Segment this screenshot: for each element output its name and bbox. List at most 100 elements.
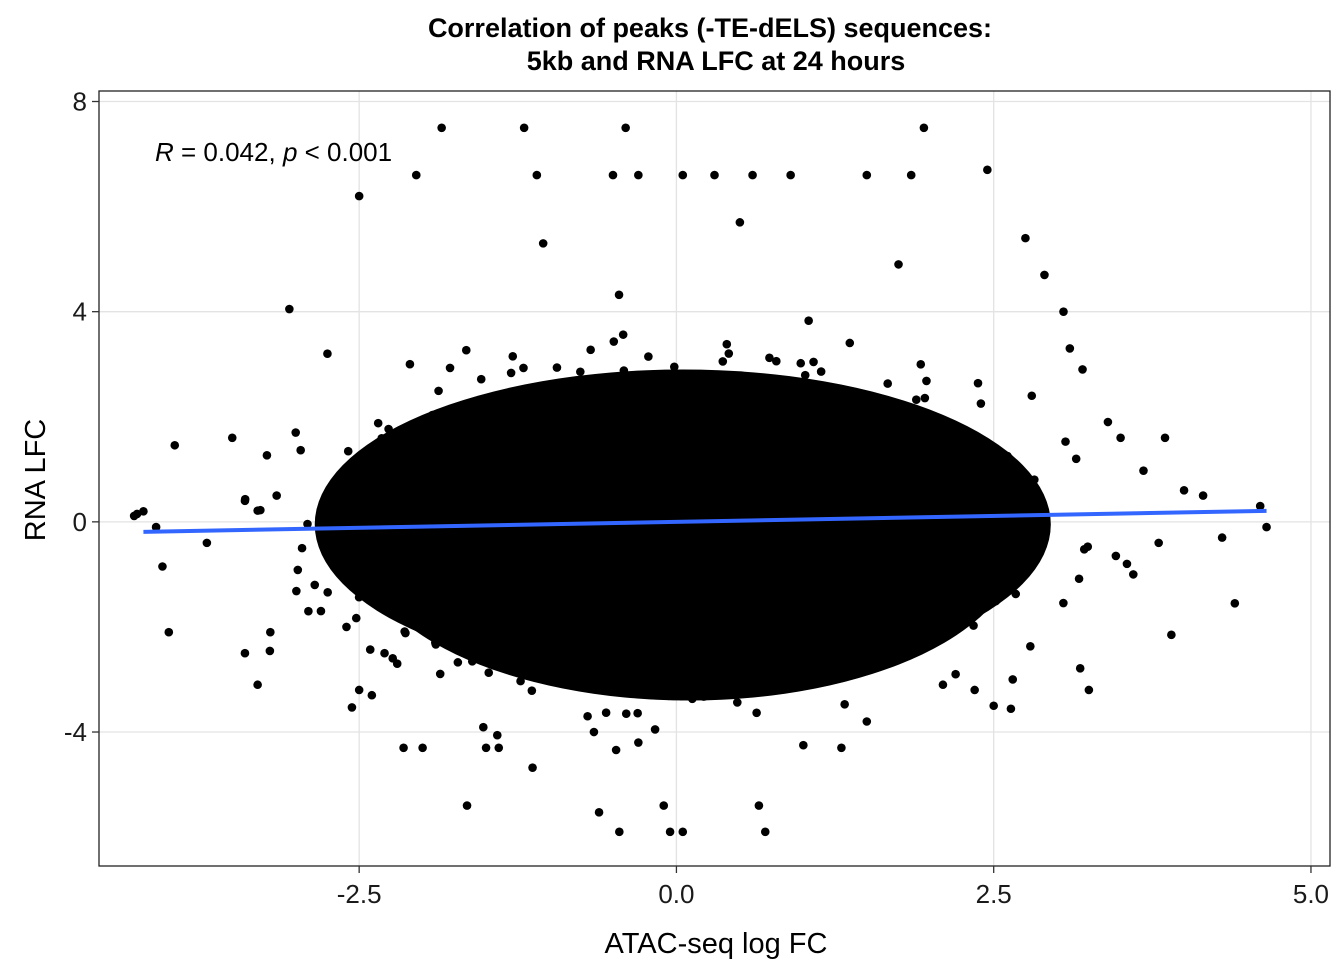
cloud-point bbox=[170, 440, 180, 450]
cloud-point bbox=[371, 528, 381, 538]
scatter-point bbox=[710, 170, 719, 180]
cloud-point bbox=[594, 532, 604, 541]
cloud-point bbox=[811, 523, 821, 532]
cloud-point bbox=[891, 487, 901, 496]
cloud-point bbox=[591, 679, 601, 689]
cloud-point bbox=[477, 651, 487, 661]
scatter-point bbox=[1065, 344, 1075, 353]
cloud-point bbox=[676, 589, 686, 599]
cloud-point bbox=[720, 542, 730, 551]
cloud-point bbox=[645, 609, 655, 619]
cloud-point bbox=[618, 496, 628, 505]
scatter-point bbox=[862, 717, 872, 726]
cloud-point bbox=[967, 495, 977, 505]
cloud-point bbox=[754, 666, 764, 676]
cloud-point bbox=[936, 462, 946, 471]
cloud-point bbox=[468, 581, 478, 591]
cloud-point bbox=[1006, 550, 1016, 560]
cloud-point bbox=[526, 462, 535, 472]
cloud-point bbox=[889, 571, 899, 580]
cloud-point bbox=[598, 462, 608, 471]
cloud-point bbox=[704, 403, 714, 413]
cloud-point bbox=[765, 353, 774, 363]
cloud-point bbox=[631, 522, 641, 532]
cloud-point bbox=[582, 492, 591, 502]
cloud-point bbox=[822, 510, 832, 519]
cloud-point bbox=[773, 413, 783, 423]
cloud-point bbox=[494, 539, 503, 549]
cloud-point bbox=[541, 627, 551, 637]
scatter-point bbox=[786, 170, 795, 180]
cloud-point bbox=[582, 481, 592, 491]
cloud-point bbox=[488, 441, 497, 450]
cloud-point bbox=[989, 567, 999, 576]
cloud-point bbox=[669, 542, 678, 552]
cloud-point bbox=[555, 602, 565, 612]
scatter-point bbox=[1040, 270, 1049, 280]
scatter-point bbox=[310, 580, 320, 590]
cloud-point bbox=[768, 492, 778, 501]
cloud-point bbox=[842, 481, 852, 490]
cloud-point bbox=[363, 565, 373, 575]
cloud-point bbox=[675, 488, 685, 498]
cloud-point bbox=[718, 357, 728, 366]
cloud-point bbox=[347, 703, 357, 712]
scatter-point bbox=[1198, 491, 1208, 500]
cloud-point bbox=[497, 616, 506, 625]
cloud-point bbox=[776, 538, 785, 548]
cloud-point bbox=[839, 545, 849, 555]
cloud-point bbox=[612, 426, 622, 435]
cloud-point bbox=[690, 454, 699, 463]
cloud-point bbox=[549, 622, 559, 631]
cloud-point bbox=[547, 449, 556, 459]
cloud-point bbox=[867, 508, 876, 517]
cloud-point bbox=[1026, 516, 1036, 525]
cloud-point bbox=[840, 699, 849, 709]
cloud-point bbox=[891, 416, 901, 426]
cloud-point bbox=[891, 442, 901, 452]
cloud-point bbox=[819, 620, 829, 629]
cloud-point bbox=[611, 745, 621, 755]
cloud-point bbox=[554, 582, 563, 592]
cloud-point bbox=[775, 519, 785, 529]
cloud-point bbox=[708, 483, 718, 492]
cloud-point bbox=[635, 510, 645, 520]
cloud-point bbox=[788, 467, 798, 477]
scatter-point bbox=[132, 509, 142, 519]
cloud-point bbox=[756, 603, 765, 613]
scatter-point bbox=[1084, 685, 1094, 695]
cloud-point bbox=[691, 428, 701, 438]
cloud-point bbox=[948, 444, 958, 453]
cloud-point bbox=[569, 385, 579, 395]
cloud-point bbox=[599, 524, 608, 534]
cloud-point bbox=[480, 441, 490, 450]
cloud-point bbox=[740, 581, 749, 590]
cloud-point bbox=[711, 632, 721, 642]
cloud-point bbox=[928, 579, 937, 589]
cloud-point bbox=[528, 672, 538, 682]
cloud-point bbox=[890, 528, 899, 538]
cloud-point bbox=[940, 505, 950, 514]
scatter-point bbox=[367, 690, 377, 700]
cloud-point bbox=[570, 546, 580, 556]
cloud-point bbox=[762, 582, 772, 592]
scatter-point bbox=[151, 522, 161, 532]
cloud-point bbox=[607, 388, 617, 398]
cloud-point bbox=[809, 357, 818, 367]
scatter-point bbox=[354, 685, 364, 695]
cloud-point bbox=[737, 529, 747, 538]
scatter-point bbox=[411, 170, 421, 180]
cloud-point bbox=[797, 571, 806, 580]
cloud-point bbox=[609, 444, 618, 454]
cloud-point bbox=[660, 444, 669, 454]
chart-subtitle: 5kb and RNA LFC at 24 hours bbox=[527, 46, 906, 76]
cloud-point bbox=[802, 559, 812, 569]
cloud-point bbox=[401, 437, 411, 446]
cloud-point bbox=[781, 608, 791, 617]
cloud-point bbox=[708, 528, 717, 537]
cloud-point bbox=[816, 576, 826, 585]
cloud-point bbox=[749, 412, 758, 421]
cloud-point bbox=[536, 514, 545, 524]
cloud-point bbox=[726, 559, 735, 569]
cloud-point bbox=[776, 563, 785, 572]
